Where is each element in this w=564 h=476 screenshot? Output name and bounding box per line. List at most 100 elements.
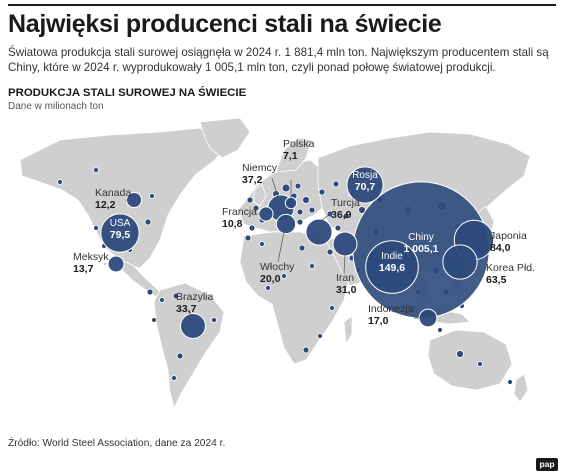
small-producer-dot xyxy=(244,234,252,242)
small-producer-dot xyxy=(437,327,443,333)
label-name-francja: Francja xyxy=(222,206,257,218)
label-name-iran: Iran xyxy=(336,272,354,284)
small-producer-dot xyxy=(281,183,291,193)
small-producer-dot xyxy=(342,212,350,220)
small-producer-dot xyxy=(317,333,323,339)
bubble-rosja xyxy=(346,166,384,204)
label-value-indie: 149,6 xyxy=(379,262,405,274)
top-rule xyxy=(8,4,556,6)
label-name-indie: Indie xyxy=(381,251,403,262)
bubble-indonezja xyxy=(418,308,438,328)
small-producer-dot xyxy=(252,204,260,212)
bubble-meksyk xyxy=(107,255,125,273)
pap-logo: pap xyxy=(536,458,558,471)
small-producer-dot xyxy=(334,224,342,232)
small-producer-dot xyxy=(159,297,165,303)
small-producer-dot xyxy=(246,196,254,204)
bubble-brazylia xyxy=(180,313,206,339)
label-value-polska: 7,1 xyxy=(283,150,298,162)
label-name-brazylia: Brazylia xyxy=(176,291,214,303)
producer-bubbles xyxy=(100,166,495,339)
chart-subtitle: Dane w milionach ton xyxy=(8,101,104,112)
label-value-indonezja: 17,0 xyxy=(368,315,389,327)
label-value-brazylia: 33,7 xyxy=(176,303,197,315)
landmass-scandinavia xyxy=(275,137,313,173)
leader-line-wlochy xyxy=(277,231,285,263)
label-value-korea-pld: 63,5 xyxy=(486,274,507,286)
label-value-niemcy: 37,2 xyxy=(242,174,263,186)
small-producer-dot xyxy=(302,346,310,354)
small-producer-dot xyxy=(302,196,310,204)
small-producer-dot xyxy=(296,208,304,216)
small-producer-dot xyxy=(149,193,155,199)
bubble-korea-pld xyxy=(442,244,478,280)
small-producer-dot xyxy=(332,180,340,188)
small-producer-dot xyxy=(477,361,483,367)
page-title: Najwięksi producenci stali na świecie xyxy=(8,10,442,38)
leader-line-iran xyxy=(343,253,346,275)
label-value-turcja: 36,9 xyxy=(331,209,352,221)
label-value-wlochy: 20,0 xyxy=(260,273,281,285)
landmass-uk xyxy=(253,183,267,207)
leader-lines xyxy=(104,177,489,319)
label-value-rosja: 70,7 xyxy=(355,181,376,193)
lead-paragraph: Światowa produkcja stali surowej osiągnę… xyxy=(8,46,549,74)
small-producer-dot xyxy=(211,317,217,323)
landmass-australia xyxy=(427,329,513,391)
small-producer-dot xyxy=(298,244,306,252)
label-value-chiny: 1 005,1 xyxy=(403,243,438,255)
landmass-greenland xyxy=(199,117,251,159)
label-name-chiny: Chiny xyxy=(408,232,434,243)
label-value-francja: 10,8 xyxy=(222,218,243,230)
label-name-indonezja: Indonezja xyxy=(368,303,414,315)
label-value-japonia: 84,0 xyxy=(490,242,511,254)
leader-line-korea-pld xyxy=(462,263,485,277)
small-producer-dot xyxy=(456,350,464,358)
small-producer-dot xyxy=(309,263,315,269)
small-producer-dot xyxy=(281,273,287,279)
small-producer-dot xyxy=(259,241,265,247)
label-name-japonia: Japonia xyxy=(490,230,527,242)
small-producer-dot xyxy=(248,224,256,232)
small-producer-dot xyxy=(507,379,513,385)
small-producer-dot xyxy=(294,182,302,190)
small-producer-dot xyxy=(144,218,152,226)
small-producer-dot xyxy=(329,305,335,311)
leader-line-brazylia xyxy=(189,311,193,319)
small-producer-dot xyxy=(151,317,157,323)
label-name-turcja: Turcja xyxy=(331,197,360,209)
small-producer-dot xyxy=(93,167,99,173)
label-name-wlochy: Włochy xyxy=(260,261,295,273)
small-producer-dot xyxy=(172,292,180,300)
chart-title: PRODUKCJA STALI SUROWEJ NA ŚWIECIE xyxy=(8,87,247,99)
small-producer-dot xyxy=(57,179,63,185)
bubble-iran xyxy=(332,231,358,257)
bubble-polska xyxy=(284,196,298,210)
small-producer-dot xyxy=(318,188,326,196)
small-producer-dot xyxy=(146,288,154,296)
source-note: Źródło: World Steel Association, dane za… xyxy=(8,438,226,449)
small-producer-dot xyxy=(308,206,316,214)
bubble-usa xyxy=(100,213,140,253)
leader-line-turcja xyxy=(321,213,331,221)
bubble-turcja xyxy=(305,218,333,246)
label-name-korea-pld: Korea Płd. xyxy=(486,262,535,274)
label-value-meksyk: 13,7 xyxy=(73,263,94,275)
bubble-francja xyxy=(258,206,274,222)
small-producer-dot xyxy=(176,352,184,360)
label-name-rosja: Rosja xyxy=(352,170,378,181)
bubble-indie xyxy=(365,240,419,294)
leader-line-niemcy xyxy=(271,177,281,204)
label-name-meksyk: Meksyk xyxy=(73,251,109,263)
landmass-new-zealand xyxy=(513,373,529,403)
label-value-usa: 79,5 xyxy=(110,229,131,241)
small-producer-dot xyxy=(326,248,334,256)
label-name-polska: Polska xyxy=(283,138,315,150)
label-value-kanada: 12,2 xyxy=(95,199,116,211)
small-producer-dot xyxy=(265,285,271,291)
small-producer-dot xyxy=(296,218,304,226)
label-name-niemcy: Niemcy xyxy=(242,162,278,174)
small-producer-dot xyxy=(171,375,177,381)
